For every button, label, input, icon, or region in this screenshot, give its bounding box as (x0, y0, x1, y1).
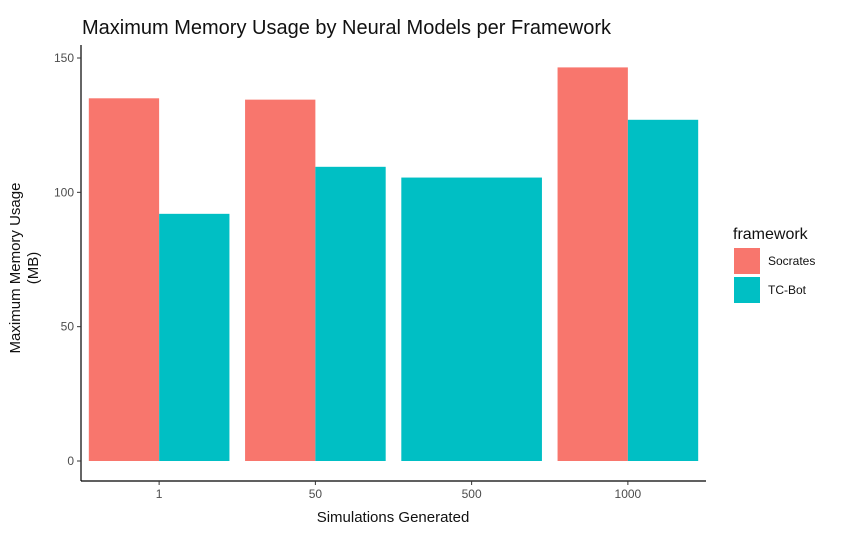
x-tick-label-50: 50 (309, 487, 323, 501)
y-axis-title-line-1: Maximum Memory Usage (7, 183, 24, 354)
bar-socrates-50 (245, 99, 316, 461)
bar-socrates-1 (88, 98, 160, 462)
y-tick-label-150: 150 (54, 51, 74, 65)
bar-tc-bot-1 (159, 213, 230, 461)
legend-swatch-tc-bot (734, 277, 760, 303)
x-tick-label-1000: 1000 (615, 487, 642, 501)
legend-label-socrates: Socrates (768, 254, 815, 268)
chart-title: Maximum Memory Usage by Neural Models pe… (82, 17, 612, 39)
bar-socrates-1000 (557, 67, 628, 462)
x-axis-title: Simulations Generated (317, 509, 470, 526)
bar-tc-bot-500 (401, 177, 542, 461)
legend: framework Socrates TC-Bot (733, 226, 815, 303)
bar-tc-bot-1000 (627, 119, 699, 461)
x-tick-label-500: 500 (462, 487, 482, 501)
y-tick-label-0: 0 (67, 454, 74, 468)
bars-group (88, 67, 699, 462)
y-axis-title: Maximum Memory Usage (MB) (7, 183, 42, 354)
legend-swatch-socrates (734, 248, 760, 274)
x-tick-label-1: 1 (156, 487, 163, 501)
legend-title: framework (733, 226, 809, 243)
y-axis-title-line-2: (MB) (25, 252, 42, 285)
bar-tc-bot-50 (315, 166, 386, 461)
legend-label-tc-bot: TC-Bot (768, 283, 807, 297)
y-tick-label-50: 50 (61, 320, 75, 334)
y-tick-label-100: 100 (54, 185, 74, 199)
